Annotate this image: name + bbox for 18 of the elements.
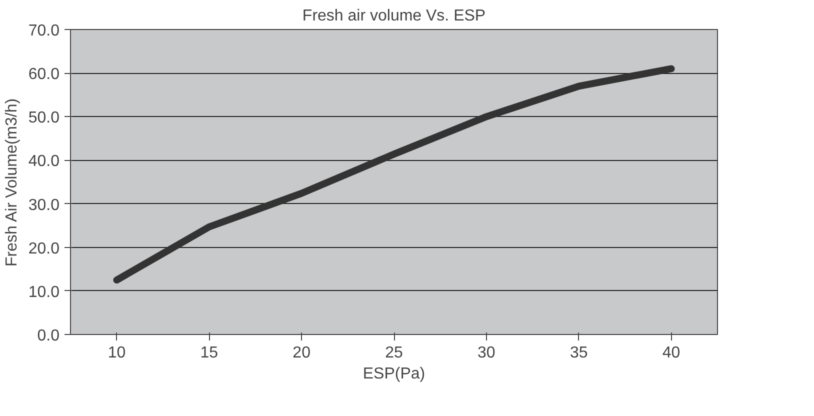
y-tick-label: 0.0: [37, 328, 60, 344]
x-axis-title: ESP(Pa): [362, 366, 426, 382]
x-tick-label: 40: [662, 344, 680, 362]
x-tick-label: 20: [292, 344, 311, 362]
x-tick-label: 15: [200, 344, 218, 362]
chart-title: Fresh air volume Vs. ESP: [302, 8, 486, 24]
y-axis-title: Fresh Air Volume(m3/h): [3, 98, 20, 266]
x-tick-label: 30: [478, 344, 496, 362]
y-tick-label: 20.0: [28, 240, 60, 258]
y-tick-label: 70.0: [28, 22, 60, 40]
x-tick-label: 35: [570, 344, 588, 362]
x-tick-label: 10: [108, 344, 126, 362]
y-tick-label: 30.0: [28, 196, 60, 214]
y-tick-label: 50.0: [28, 110, 60, 127]
y-tick-label: 10.0: [28, 284, 60, 301]
y-tick-label: 40.0: [28, 153, 60, 170]
y-tick-label: 60.0: [28, 66, 60, 84]
x-tick-label: 25: [385, 344, 403, 362]
